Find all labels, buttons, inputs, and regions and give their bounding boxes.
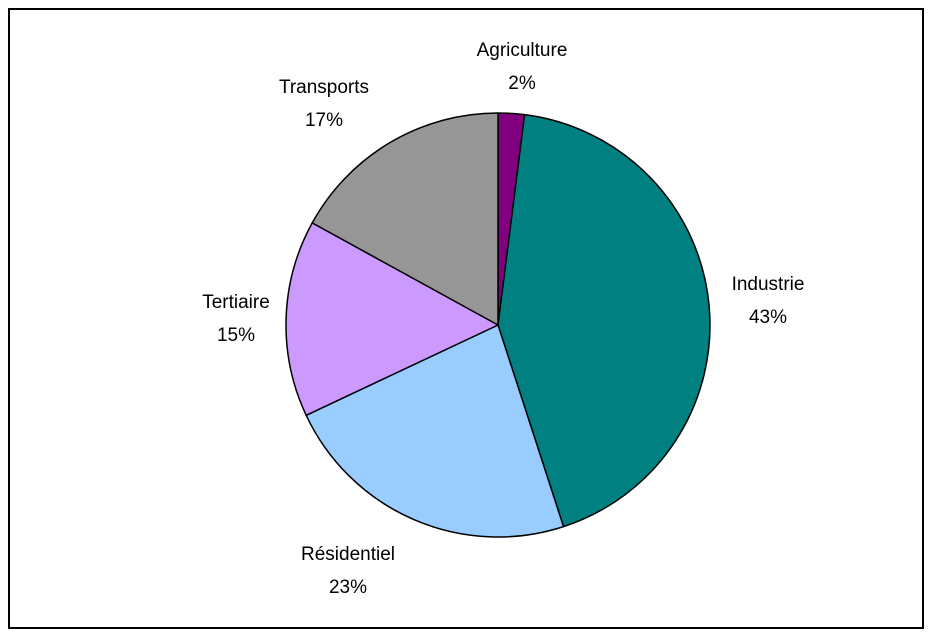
slice-label-percent: 23% — [329, 577, 367, 598]
slice-label-name: Résidentiel — [301, 544, 395, 565]
pie-slice-residentiel — [305, 324, 565, 538]
pie-slice-transports — [311, 112, 499, 326]
slice-label-industrie: Industrie 43% — [732, 274, 805, 328]
slice-label-tertiaire: Tertiaire 15% — [202, 292, 270, 346]
pie-slice-industrie — [497, 113, 711, 528]
slice-label-percent: 43% — [749, 307, 787, 328]
slice-label-agriculture: Agriculture 2% — [477, 40, 568, 94]
slice-label-name: Transports — [279, 77, 369, 98]
slices-layer — [285, 112, 711, 538]
slice-label-name: Industrie — [732, 274, 805, 295]
slice-label-transports: Transports 17% — [279, 77, 369, 131]
slice-label-percent: 2% — [508, 73, 536, 94]
slice-label-percent: 15% — [217, 325, 255, 346]
slice-label-residentiel: Résidentiel 23% — [301, 544, 395, 598]
slice-label-name: Tertiaire — [202, 292, 270, 313]
slice-label-percent: 17% — [305, 110, 343, 131]
pie-slice-tertiaire — [285, 222, 499, 417]
labels-layer: Agriculture 2% Industrie 43% Résidentiel 23% T… — [202, 40, 804, 598]
slice-label-name: Agriculture — [477, 40, 568, 61]
